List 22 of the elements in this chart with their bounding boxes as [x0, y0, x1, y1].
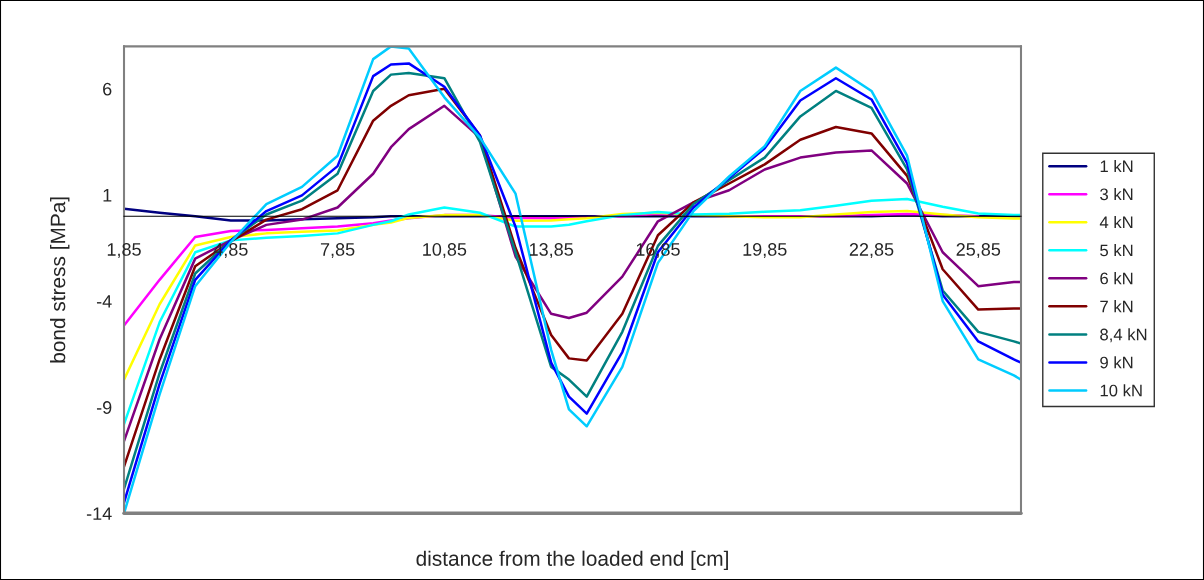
legend-label: 7 kN — [1100, 300, 1133, 313]
legend-label: 10 kN — [1100, 384, 1142, 397]
x-tick-label: 19,85 — [743, 243, 787, 258]
legend-label: 1 kN — [1100, 159, 1133, 173]
y-tick-label: -9 — [96, 401, 112, 414]
y-axis-title: bond stress [MPa] — [50, 197, 70, 363]
legend-label: 8,4 kN — [1100, 328, 1147, 343]
y-tick-label: -14 — [86, 507, 112, 520]
legend-label: 9 kN — [1100, 356, 1133, 369]
x-tick-label: 25,85 — [956, 243, 1001, 258]
x-tick-label: 22,85 — [849, 243, 894, 258]
x-tick-label: 10,85 — [423, 243, 467, 258]
legend-label: 6 kN — [1100, 272, 1133, 285]
y-tick-label: -4 — [96, 295, 112, 308]
legend-label: 4 kN — [1099, 216, 1133, 229]
x-tick-label: 13,85 — [529, 243, 573, 258]
x-axis-title: distance from the loaded end [cm] — [416, 550, 728, 571]
y-tick-label: 1 — [103, 189, 112, 202]
legend-label: 3 kN — [1100, 187, 1133, 201]
legend-label: 5 kN — [1100, 244, 1133, 257]
x-tick-label: 7,85 — [320, 243, 355, 258]
y-tick-label: 6 — [103, 82, 112, 96]
